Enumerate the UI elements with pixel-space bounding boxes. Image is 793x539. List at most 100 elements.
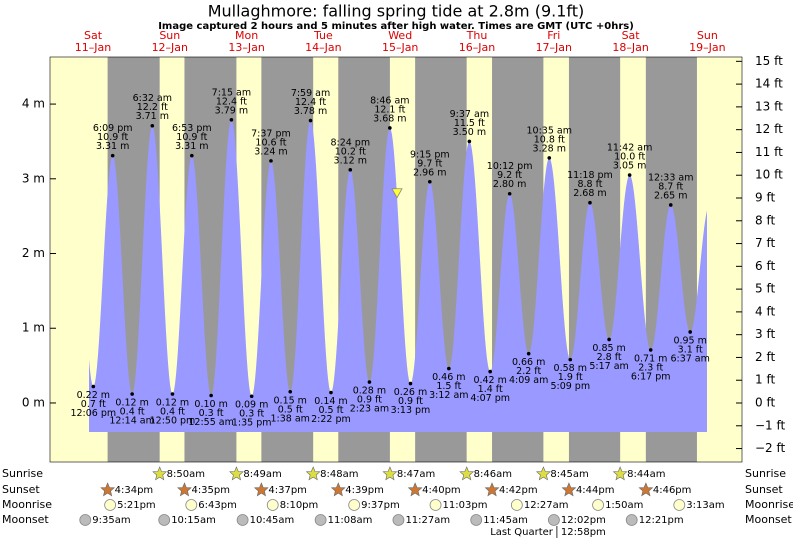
moonset-time: 12:21pm [639,515,684,526]
tide-label: 10.6 ft [255,137,286,148]
tide-label: 3.24 m [254,146,287,157]
moonrise-icon [348,499,361,511]
moonrise-time: 5:21pm [117,500,156,511]
current-marker [391,188,403,199]
tide-label: 0.3 ft [239,409,264,420]
y2-tick-label: 10 ft [755,168,783,182]
tide-label: 12.1 ft [374,104,405,115]
y2-tick-label: 8 ft [755,213,775,227]
tide-label: 0.66 m [512,357,545,368]
y2-tick-label: −1 ft [755,418,786,432]
tide-label: 9:37 am [450,109,489,120]
tide-label: 0.4 ft [160,407,185,418]
y-tick-label: 2 m [22,246,45,260]
tide-label: 12.4 ft [295,97,326,108]
tide-point [110,153,115,158]
moonrise-time: 6:43pm [198,500,237,511]
moonset-icon [314,514,327,526]
tide-label: 12:06 pm [70,408,116,419]
tide-point [588,200,592,205]
moonrise-icon [673,499,686,511]
y-tick-label: 3 m [22,171,45,185]
day-date: 17–Jan [536,41,572,54]
sunrise-icon [305,466,321,481]
sunset-time: 4:42pm [499,485,538,496]
sunrise-icon [612,466,628,481]
tide-point [688,330,692,334]
sunset-time: 4:46pm [653,485,692,496]
sunset-icon [407,482,423,497]
tide-label: 0.46 m [432,372,465,383]
y2-tick-label: 9 ft [755,190,775,204]
sunset-time: 4:39pm [345,485,384,496]
tide-point [607,337,611,342]
moonset-icon [392,514,405,526]
tide-label: 1:38 am [271,413,310,424]
sunset-icon [484,482,500,497]
tide-label: 8:24 pm [330,137,370,148]
moonset-icon [158,514,171,526]
y-tick-label: 0 m [22,395,45,409]
tide-point [269,159,273,163]
tide-label: 3.71 m [136,111,169,122]
tide-point [627,173,632,177]
tide-label: 0.14 m [314,396,347,407]
tide-label: 0.4 ft [120,407,145,418]
sunrise-time: 8:49am [243,469,281,480]
day-date: 15–Jan [382,41,418,54]
tide-label: 10:12 pm [487,161,533,172]
tide-label: 2.80 m [493,179,526,190]
moon-phase-name: Last Quarter [490,527,554,538]
tide-label: 0.12 m [156,398,189,409]
tide-point [526,351,531,356]
tide-label: 11:18 pm [567,170,613,181]
tide-label: 0.22 m [77,390,110,401]
sunset-time: 4:44pm [576,485,615,496]
tide-point [488,369,492,374]
sunset-icon [561,482,577,497]
day-name: Sat [84,29,103,42]
tide-label: 6:32 am [133,93,172,104]
tide-point [91,384,96,389]
moonset-time: 11:45am [483,515,528,526]
y2-tick-label: 0 ft [755,396,775,410]
tide-point [249,394,254,399]
day-name: Sat [622,29,641,42]
row-label: Moonset [745,513,792,526]
tide-label: 0.28 m [353,386,386,397]
sunrise-time: 8:50am [167,469,205,480]
tide-label: 0.12 m [115,398,148,409]
tide-point [568,357,573,362]
tide-label: 8.7 ft [658,181,683,192]
tide-label: 11.5 ft [454,118,485,129]
tide-label: 0.42 m [473,375,506,386]
day-date: 14–Jan [305,41,341,54]
day-date: 12–Jan [152,41,188,54]
tide-label: 0.9 ft [357,395,382,406]
tide-point [507,191,512,196]
tide-label: 0.10 m [194,399,227,410]
sunset-icon [253,482,269,497]
tide-label: 2.96 m [413,167,446,178]
tide-label: 6:37 am [670,353,709,364]
tide-point [150,123,155,128]
moonrise-time: 12:27am [524,500,569,511]
tide-label: 0.3 ft [199,408,224,419]
moonset-time: 12:02pm [561,515,606,526]
tide-label: 2.3 ft [638,362,663,373]
tide-label: 2.65 m [654,190,687,201]
tide-label: 9:15 pm [410,149,450,160]
sunrise-icon [459,466,475,481]
tide-point [408,381,413,386]
tide-label: 3:12 am [429,390,468,401]
sunset-time: 4:37pm [268,485,307,496]
sunset-time: 4:35pm [191,485,230,496]
tide-label: 0.5 ft [318,405,343,416]
moonrise-icon [429,499,442,511]
day-name: Tue [313,29,333,42]
tide-label: 0.09 m [235,400,268,411]
tide-point [547,156,552,160]
row-label: Moonrise [2,498,52,511]
tide-label: 0.5 ft [278,404,303,415]
